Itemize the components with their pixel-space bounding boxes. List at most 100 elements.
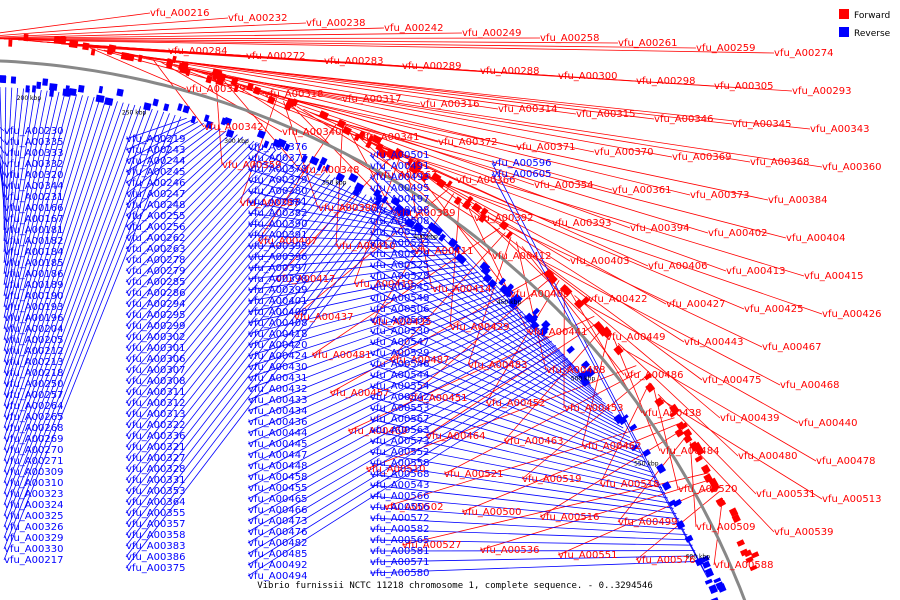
connector-line — [247, 323, 536, 467]
forward-gene-feature — [751, 551, 760, 559]
connector-line — [429, 177, 745, 310]
gene-label: vfu_A00323 — [4, 489, 63, 500]
gene-label: vfu_A00244 — [126, 156, 185, 167]
reverse-gene-feature — [438, 233, 446, 242]
connector-line — [435, 180, 823, 315]
gene-label: vfu_A00204 — [4, 324, 63, 335]
gene-label: vfu_A00521 — [444, 469, 503, 480]
connector-line — [247, 295, 506, 390]
gene-label: vfu_A00501 — [370, 150, 429, 161]
connector-line — [125, 177, 336, 437]
connector-line — [125, 117, 187, 140]
gene-label: vfu_A00369 — [672, 152, 731, 163]
gene-label: vfu_A00305 — [714, 81, 773, 92]
reverse-gene-feature — [458, 256, 467, 265]
connector-line — [125, 130, 227, 217]
forward-gene-feature — [548, 274, 558, 285]
reverse-gene-feature — [77, 84, 85, 93]
connector-line — [18, 39, 775, 54]
reverse-gene-feature — [448, 237, 458, 248]
connector-line — [689, 441, 697, 528]
connector-line — [374, 143, 727, 272]
reverse-gene-feature — [49, 83, 58, 91]
connector-line — [0, 22, 307, 38]
reverse-gene-feature — [223, 117, 233, 126]
gene-label: vfu_A00476 — [248, 527, 307, 538]
gene-label: vfu_A00488 — [546, 365, 605, 376]
gene-label: vfu_A00576 — [636, 555, 695, 566]
gene-label: vfu_A00581 — [370, 546, 429, 557]
backbone-arc — [0, 59, 747, 600]
connector-line — [247, 212, 432, 237]
gene-label: vfu_A00513 — [822, 494, 881, 505]
reverse-gene-feature — [49, 89, 55, 97]
forward-gene-feature — [581, 296, 591, 305]
forward-gene-feature — [267, 95, 276, 105]
gene-label: vfu_A00435 — [372, 317, 431, 328]
gene-label: vfu_A00485 — [248, 549, 307, 560]
connector-line — [125, 138, 249, 261]
connector-line — [713, 497, 723, 566]
gene-label: vfu_A00205 — [4, 335, 63, 346]
connector-line — [369, 473, 677, 514]
gene-label: vfu_A00478 — [816, 456, 875, 467]
connector-line — [247, 271, 479, 324]
connector-line — [247, 157, 407, 220]
gene-label: vfu_A00390 — [248, 219, 307, 230]
connector-line — [3, 104, 136, 473]
gene-label: vfu_A00409 — [510, 289, 569, 300]
connector-line — [125, 185, 352, 470]
gene-label: vfu_A00340 — [282, 127, 341, 138]
forward-gene-feature — [365, 140, 373, 149]
forward-gene-feature — [643, 372, 652, 381]
connector-line — [3, 88, 30, 275]
forward-gene-feature — [453, 196, 462, 206]
gene-label: vfu_A00295 — [126, 310, 185, 321]
connector-line — [125, 200, 377, 525]
gene-label: vfu_A00184 — [4, 247, 63, 258]
gene-label: vfu_A00342 — [204, 122, 263, 133]
reverse-gene-feature — [104, 97, 114, 106]
gene-label: vfu_A00494 — [248, 571, 307, 582]
gene-label: vfu_A00272 — [246, 51, 305, 62]
reverse-gene-feature — [394, 204, 403, 214]
reverse-gene-feature — [272, 138, 283, 149]
gene-label: vfu_A00218 — [4, 368, 63, 379]
connector-line — [247, 257, 460, 280]
connector-line — [152, 59, 205, 128]
forward-gene-feature — [23, 33, 29, 42]
connector-line — [369, 555, 698, 563]
connector-line — [208, 74, 823, 168]
gene-label: vfu_A00417 — [276, 274, 335, 285]
legend-reverse-label: Reverse — [854, 29, 891, 39]
forward-gene-feature — [430, 172, 442, 183]
gene-label: vfu_A00467 — [762, 342, 821, 353]
reverse-gene-feature — [618, 417, 628, 426]
gene-label: vfu_A00410 — [336, 241, 395, 252]
reverse-gene-feature — [391, 196, 401, 207]
connector-line — [247, 279, 488, 346]
reverse-gene-feature — [507, 297, 518, 307]
connector-line — [125, 156, 293, 349]
gene-label: vfu_A00407 — [258, 236, 317, 247]
connector-line — [247, 299, 510, 401]
connector-line — [3, 38, 619, 44]
gene-label: vfu_A00531 — [756, 489, 815, 500]
connector-line — [3, 95, 83, 374]
reverse-gene-feature — [98, 85, 104, 94]
gene-label: vfu_A00457 — [330, 388, 389, 399]
forward-gene-feature — [353, 133, 361, 142]
gene-label: vfu_A00371 — [516, 142, 575, 153]
connector-line — [425, 321, 600, 437]
connector-line — [369, 407, 659, 483]
forward-gene-feature — [393, 147, 401, 156]
gene-label: vfu_A00498 — [370, 205, 429, 216]
forward-gene-feature — [90, 48, 96, 56]
connector-line — [247, 268, 474, 313]
gene-label: vfu_A00438 — [642, 408, 701, 419]
reverse-gene-feature — [152, 98, 159, 107]
forward-gene-feature — [358, 130, 366, 140]
connector-line — [3, 96, 95, 396]
reverse-gene-feature — [675, 520, 686, 530]
connector-line — [581, 332, 610, 447]
